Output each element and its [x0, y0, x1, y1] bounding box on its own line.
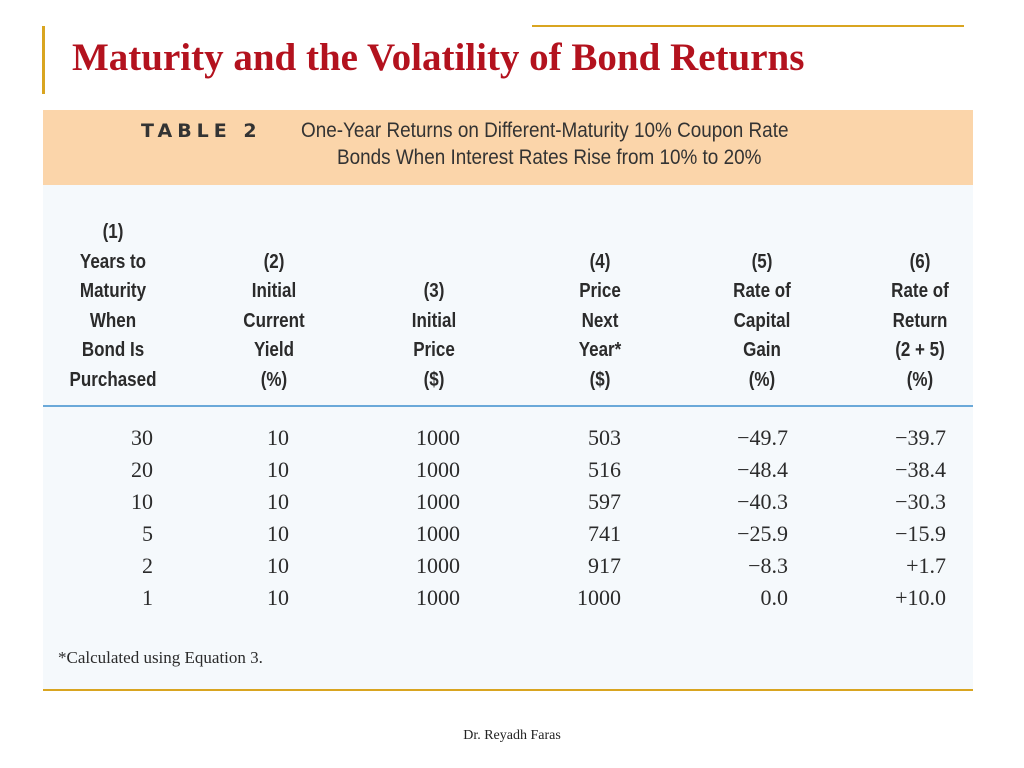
cell-initial-price: 1000	[416, 489, 460, 514]
column-header-line: Rate of	[891, 280, 949, 302]
table-banner: TABLE 2 One-Year Returns on Different-Ma…	[43, 110, 973, 185]
column-header-rate-of-capital-gain: (5) Rate of Capital Gain (%)	[707, 248, 817, 396]
column-header-line: (4)	[589, 250, 611, 273]
column-header-line: (%)	[748, 368, 776, 391]
table-caption: One-Year Returns on Different-Maturity 1…	[301, 117, 859, 171]
column-header-line: (3)	[423, 280, 445, 302]
cell-rate-of-return: −30.3	[895, 489, 946, 514]
cell-capital-gain: −25.9	[737, 521, 788, 546]
column-header-line: Capital	[733, 309, 791, 332]
table-label: TABLE 2	[141, 120, 262, 142]
cell-capital-gain: −40.3	[737, 489, 788, 514]
cell-initial-yield: 10	[267, 457, 289, 482]
table-figure: TABLE 2 One-Year Returns on Different-Ma…	[43, 110, 973, 690]
table-caption-line-2: Bonds When Interest Rates Rise from 10% …	[337, 146, 762, 169]
column-header-line: Gain	[743, 339, 781, 361]
cell-initial-price: 1000	[416, 585, 460, 610]
column-header-initial-price: (3) Initial Price ($)	[379, 277, 489, 395]
column-header-line: Current	[243, 309, 305, 332]
column-header-line: Return	[892, 309, 948, 332]
header-divider	[43, 405, 973, 407]
table-header: (1) Years to Maturity When Bond Is Purchased …	[43, 215, 973, 395]
column-header-line: (5)	[751, 250, 773, 273]
table-row: 20 10 1000 516 −48.4 −38.4	[43, 454, 973, 486]
cell-years-to-maturity: 30	[131, 425, 153, 450]
title-left-rule	[42, 26, 45, 94]
cell-years-to-maturity: 5	[142, 521, 153, 546]
table-footnote: *Calculated using Equation 3.	[58, 648, 263, 667]
table-caption-line-1: One-Year Returns on Different-Maturity 1…	[301, 119, 789, 142]
column-header-line: (%)	[906, 368, 934, 391]
cell-price-next-year: 516	[588, 457, 621, 482]
cell-rate-of-return: +10.0	[895, 585, 946, 610]
column-header-line: (2)	[263, 250, 285, 273]
column-header-line: Price	[579, 280, 621, 302]
column-header-line: Rate of	[733, 280, 791, 302]
slide-footer: Dr. Reyadh Faras	[463, 728, 561, 743]
cell-initial-yield: 10	[267, 521, 289, 546]
column-header-line: Bond Is	[81, 339, 145, 361]
column-header-initial-current-yield: (2) Initial Current Yield (%)	[219, 248, 329, 396]
column-header-line: (%)	[260, 368, 288, 391]
column-header-line: Purchased	[69, 368, 157, 391]
table-row: 1 10 1000 1000 0.0 +10.0	[43, 582, 973, 614]
title-top-rule	[532, 25, 964, 27]
cell-price-next-year: 917	[588, 553, 621, 578]
column-header-line: (1)	[102, 221, 124, 243]
column-header-years-to-maturity: (1) Years to Maturity When Bond Is Purchased	[51, 218, 175, 395]
cell-rate-of-return: −39.7	[895, 425, 946, 450]
column-header-line: Maturity	[79, 280, 147, 302]
cell-price-next-year: 1000	[577, 585, 621, 610]
cell-initial-price: 1000	[416, 521, 460, 546]
table-body: 30 10 1000 503 −49.7 −39.7 20 10 1000 516 −48.4 −38…	[43, 422, 973, 614]
table-row: 2 10 1000 917 −8.3 +1.7	[43, 550, 973, 582]
column-header-price-next-year: (4) Price Next Year* ($)	[545, 248, 655, 396]
cell-capital-gain: −8.3	[748, 553, 788, 578]
cell-price-next-year: 741	[588, 521, 621, 546]
cell-initial-yield: 10	[267, 585, 289, 610]
column-header-line: When	[89, 309, 137, 332]
cell-years-to-maturity: 1	[142, 585, 153, 610]
column-header-line: Year*	[578, 339, 622, 361]
column-header-line: Next	[581, 309, 619, 332]
column-header-line: (2 + 5)	[895, 339, 945, 361]
column-header-line: Price	[413, 339, 455, 361]
column-header-line: Years to	[79, 250, 147, 273]
cell-capital-gain: −48.4	[737, 457, 788, 482]
bottom-rule	[43, 689, 973, 691]
cell-rate-of-return: +1.7	[906, 553, 946, 578]
cell-initial-price: 1000	[416, 457, 460, 482]
column-header-line: ($)	[589, 368, 611, 391]
slide-title: Maturity and the Volatility of Bond Retu…	[72, 36, 805, 79]
cell-initial-price: 1000	[416, 553, 460, 578]
cell-initial-yield: 10	[267, 553, 289, 578]
column-header-rate-of-return: (6) Rate of Return (2 + 5) (%)	[865, 248, 975, 396]
cell-rate-of-return: −38.4	[895, 457, 946, 482]
cell-price-next-year: 503	[588, 425, 621, 450]
table-row: 5 10 1000 741 −25.9 −15.9	[43, 518, 973, 550]
cell-price-next-year: 597	[588, 489, 621, 514]
column-header-line: Initial	[251, 280, 297, 302]
column-header-line: ($)	[423, 368, 445, 391]
cell-initial-yield: 10	[267, 489, 289, 514]
column-header-line: Initial	[411, 309, 457, 332]
cell-capital-gain: −49.7	[737, 425, 788, 450]
column-header-line: Yield	[253, 339, 295, 361]
cell-capital-gain: 0.0	[760, 585, 789, 610]
cell-years-to-maturity: 10	[131, 489, 153, 514]
cell-rate-of-return: −15.9	[895, 521, 946, 546]
cell-years-to-maturity: 2	[142, 553, 153, 578]
column-header-line: (6)	[909, 250, 931, 273]
cell-years-to-maturity: 20	[131, 457, 153, 482]
table-row: 30 10 1000 503 −49.7 −39.7	[43, 422, 973, 454]
cell-initial-price: 1000	[416, 425, 460, 450]
table-row: 10 10 1000 597 −40.3 −30.3	[43, 486, 973, 518]
cell-initial-yield: 10	[267, 425, 289, 450]
